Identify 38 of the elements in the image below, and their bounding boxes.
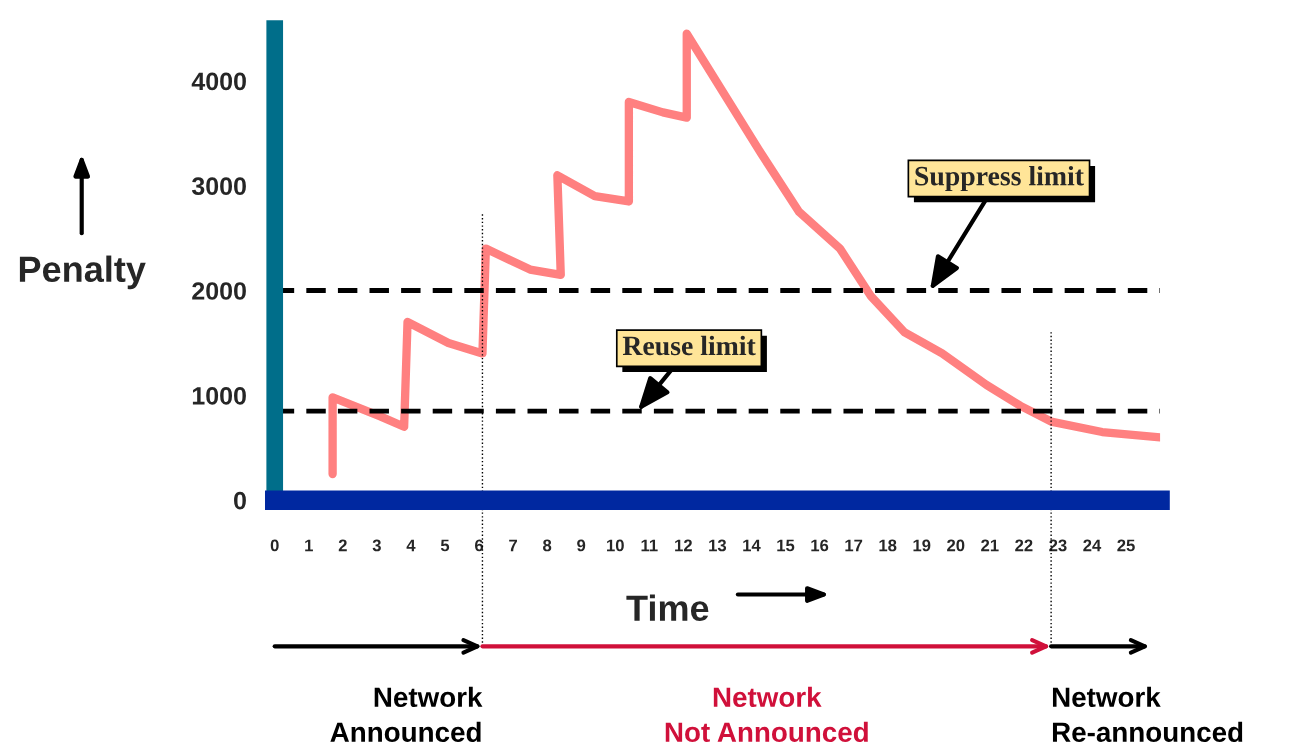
y-tick-label: 3000 xyxy=(191,177,246,196)
x-tick-label: 8 xyxy=(543,539,552,552)
x-tick-label: 25 xyxy=(1117,539,1135,552)
x-tick-label: 21 xyxy=(981,539,999,552)
x-tick-label: 15 xyxy=(777,539,795,552)
x-tick-label: 17 xyxy=(845,539,863,552)
x-tick-label: 18 xyxy=(879,539,897,552)
x-tick-label: 12 xyxy=(675,539,692,552)
y-tick-label: 0 xyxy=(234,491,246,510)
text: Network Announced xyxy=(330,686,483,743)
y-tick-label: 2000 xyxy=(192,282,246,300)
x-tick-label: 0 xyxy=(270,539,279,552)
x-tick-label: 7 xyxy=(509,539,517,552)
x-tick-label: 4 xyxy=(406,539,416,552)
x-axis-title: Time xyxy=(626,594,709,622)
x-tick-label: 13 xyxy=(709,539,727,552)
x-tick-label: 3 xyxy=(372,539,381,552)
y-axis-title: Penalty xyxy=(19,255,146,290)
y-tick-label: 1000 xyxy=(192,386,246,405)
text: Network Re-announced xyxy=(1052,686,1243,743)
x-tick-label: 2 xyxy=(338,539,347,552)
x-tick-label: 22 xyxy=(1015,539,1033,552)
ref-line-label: Suppress limit xyxy=(915,165,1084,192)
x-tick-label: 20 xyxy=(947,539,965,552)
x-tick-label: 9 xyxy=(577,539,586,552)
x-tick-label: 10 xyxy=(607,539,624,552)
x-tick-label: 24 xyxy=(1083,539,1102,552)
ref-line-label: Reuse limit xyxy=(622,335,756,356)
x-tick-label: 14 xyxy=(743,539,761,552)
x-tick-label: 5 xyxy=(440,539,450,552)
x-tick-label: 1 xyxy=(305,539,313,552)
y-tick-label: 4000 xyxy=(191,72,246,91)
x-tick-label: 11 xyxy=(641,539,658,552)
x-tick-label: 16 xyxy=(811,539,829,552)
x-tick-label: 19 xyxy=(913,539,931,552)
text: Network Not Announced xyxy=(665,686,868,743)
x-tick-label: 6 xyxy=(475,539,484,552)
x-tick-label: 23 xyxy=(1049,539,1067,552)
